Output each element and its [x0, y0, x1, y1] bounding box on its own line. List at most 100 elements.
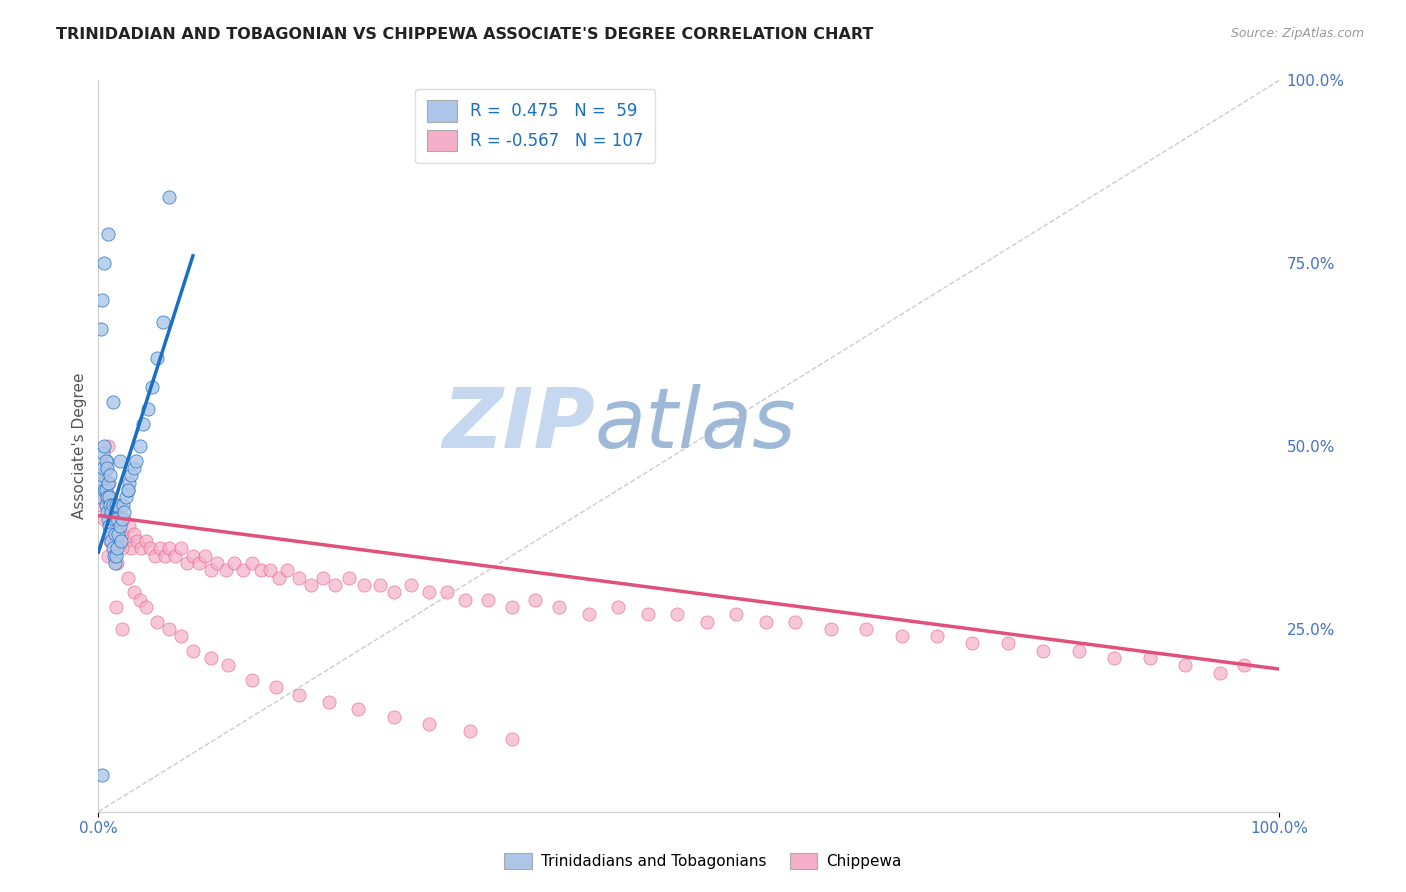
- Point: [240, 673, 263, 687]
- Point: [785, 615, 807, 629]
- Point: [501, 731, 523, 746]
- Point: [117, 483, 139, 497]
- Point: [117, 571, 139, 585]
- Text: TRINIDADIAN AND TOBAGONIAN VS CHIPPEWA ASSOCIATE'S DEGREE CORRELATION CHART: TRINIDADIAN AND TOBAGONIAN VS CHIPPEWA A…: [56, 27, 873, 42]
- Point: [97, 512, 120, 526]
- Point: [103, 512, 125, 526]
- Point: [382, 709, 405, 723]
- Point: [666, 607, 689, 622]
- Point: [91, 461, 114, 475]
- Point: [1139, 651, 1161, 665]
- Point: [108, 519, 131, 533]
- Point: [401, 578, 423, 592]
- Point: [269, 571, 291, 585]
- Point: [1174, 658, 1197, 673]
- Point: [118, 475, 141, 490]
- Point: [312, 571, 335, 585]
- Point: [118, 519, 141, 533]
- Point: [97, 227, 120, 241]
- Point: [453, 592, 475, 607]
- Point: [111, 541, 134, 556]
- Point: [136, 402, 159, 417]
- Point: [90, 475, 112, 490]
- Point: [90, 498, 112, 512]
- Point: [111, 512, 134, 526]
- Point: [132, 417, 155, 431]
- Point: [418, 585, 440, 599]
- Point: [98, 468, 121, 483]
- Point: [100, 505, 122, 519]
- Point: [288, 688, 311, 702]
- Point: [1233, 658, 1256, 673]
- Point: [962, 636, 984, 650]
- Point: [200, 563, 222, 577]
- Point: [115, 534, 138, 549]
- Point: [176, 556, 198, 570]
- Point: [607, 599, 630, 614]
- Point: [91, 293, 114, 307]
- Point: [141, 380, 163, 394]
- Point: [125, 453, 148, 467]
- Point: [94, 498, 117, 512]
- Point: [337, 571, 360, 585]
- Point: [925, 629, 948, 643]
- Point: [93, 483, 115, 497]
- Point: [152, 315, 174, 329]
- Point: [101, 395, 124, 409]
- Point: [347, 702, 370, 716]
- Point: [98, 534, 121, 549]
- Point: [108, 498, 131, 512]
- Point: [1102, 651, 1125, 665]
- Point: [107, 526, 129, 541]
- Point: [112, 505, 135, 519]
- Point: [105, 498, 128, 512]
- Point: [105, 512, 128, 526]
- Point: [135, 534, 157, 549]
- Point: [460, 724, 482, 739]
- Text: ZIP: ZIP: [441, 384, 595, 465]
- Point: [181, 644, 204, 658]
- Text: Source: ZipAtlas.com: Source: ZipAtlas.com: [1230, 27, 1364, 40]
- Point: [288, 571, 311, 585]
- Point: [91, 768, 114, 782]
- Point: [103, 549, 125, 563]
- Point: [170, 629, 193, 643]
- Point: [820, 622, 842, 636]
- Point: [96, 505, 118, 519]
- Point: [323, 578, 346, 592]
- Point: [353, 578, 375, 592]
- Point: [94, 453, 117, 467]
- Point: [240, 556, 263, 570]
- Point: [501, 599, 523, 614]
- Point: [105, 556, 128, 570]
- Point: [105, 549, 128, 563]
- Point: [382, 585, 405, 599]
- Y-axis label: Associate's Degree: Associate's Degree: [72, 373, 87, 519]
- Point: [89, 490, 111, 504]
- Point: [135, 599, 157, 614]
- Point: [578, 607, 600, 622]
- Point: [127, 534, 149, 549]
- Point: [98, 526, 121, 541]
- Point: [91, 483, 114, 497]
- Point: [105, 519, 128, 533]
- Point: [170, 541, 193, 556]
- Point: [143, 549, 166, 563]
- Point: [93, 512, 115, 526]
- Point: [122, 526, 145, 541]
- Point: [139, 541, 162, 556]
- Point: [98, 490, 121, 504]
- Point: [98, 490, 121, 504]
- Point: [299, 578, 322, 592]
- Point: [725, 607, 748, 622]
- Point: [1067, 644, 1090, 658]
- Point: [98, 475, 121, 490]
- Point: [129, 541, 152, 556]
- Point: [418, 717, 440, 731]
- Point: [146, 351, 169, 366]
- Text: atlas: atlas: [595, 384, 796, 465]
- Point: [98, 519, 121, 533]
- Legend: R =  0.475   N =  59, R = -0.567   N = 107: R = 0.475 N = 59, R = -0.567 N = 107: [415, 88, 655, 163]
- Point: [696, 615, 718, 629]
- Point: [90, 322, 112, 336]
